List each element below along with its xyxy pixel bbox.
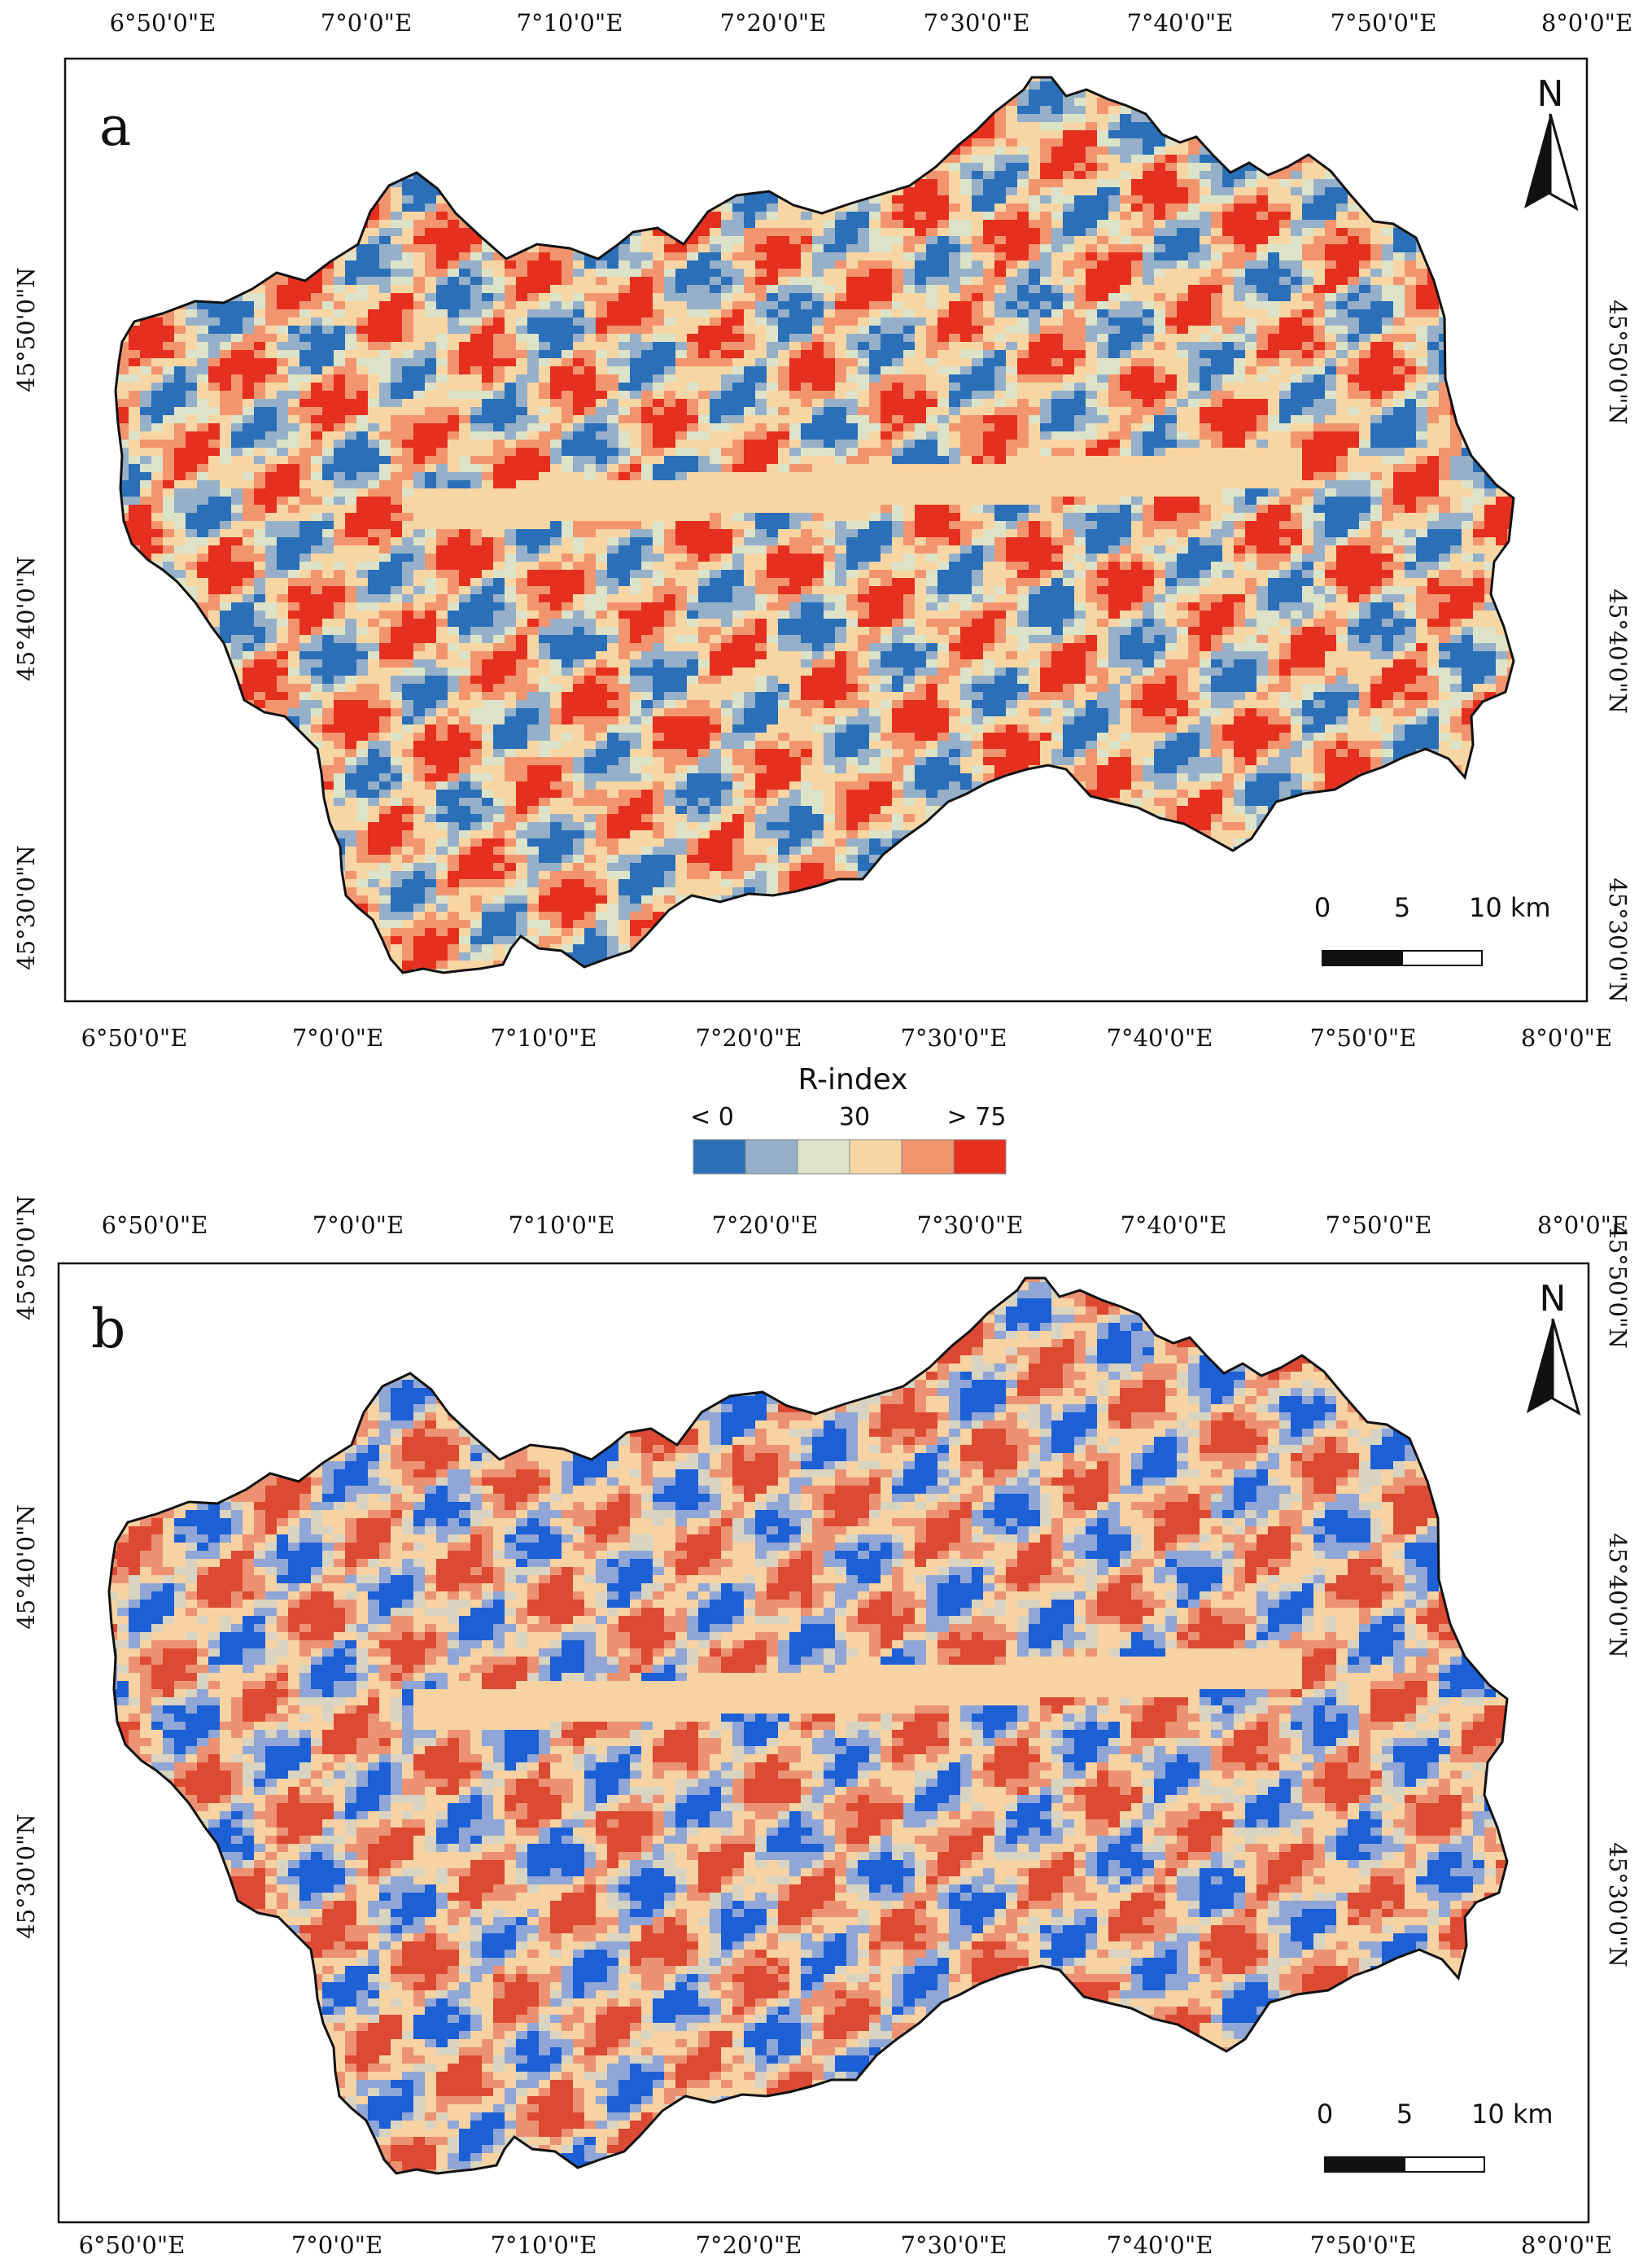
x-tick-label: 8°0'0"E [1521, 1024, 1612, 1052]
y-tick-label: 45°50'0"N [12, 267, 40, 392]
scale-label: 5 [1396, 2099, 1413, 2129]
x-tick-label: 7°40'0"E [1121, 1211, 1227, 1239]
scale-bar-icon [1324, 2156, 1405, 2173]
x-tick-label: 6°50'0"E [102, 1211, 208, 1239]
map-frame-a [63, 57, 1589, 1003]
panel-letter-a: a [99, 95, 131, 158]
right-axis-a: 45°50'0"N 45°40'0"N 45°30'0"N [1604, 300, 1632, 1002]
x-tick-label: 6°50'0"E [79, 2231, 186, 2259]
x-tick-label: 7°20'0"E [712, 1211, 819, 1239]
legend-swatch [953, 1139, 1007, 1175]
scale-bar: 0 5 10 km [1317, 2099, 1554, 2173]
y-tick-label: 45°50'0"N [1604, 1223, 1632, 1348]
left-axis-a: 45°50'0"N 45°40'0"N 45°30'0"N [12, 267, 40, 970]
region-boundary-a [114, 76, 1515, 974]
x-tick-label: 7°20'0"E [696, 1024, 802, 1052]
legend-swatch [693, 1139, 746, 1175]
panel-letter-b: b [91, 1298, 125, 1360]
legend: R-index < 0 30 > 75 [690, 1063, 1007, 1175]
x-tick-label: 7°10'0"E [491, 1024, 597, 1052]
region-boundary-b [107, 1276, 1509, 2175]
y-tick-label: 45°40'0"N [1604, 1533, 1632, 1657]
x-tick-label: 7°20'0"E [696, 2231, 802, 2259]
scale-bar-icon [1404, 2156, 1485, 2173]
x-tick-label: 8°0'0"E [1537, 1211, 1628, 1239]
scale-bar-icon [1322, 950, 1403, 966]
scale-bar-icon [1401, 950, 1483, 966]
legend-title: R-index [798, 1063, 907, 1096]
scale-label: 0 [1317, 2099, 1333, 2129]
legend-swatches [693, 1139, 1007, 1175]
x-tick-label: 7°40'0"E [1107, 1024, 1213, 1052]
x-tick-label: 6°50'0"E [81, 1024, 188, 1052]
legend-label-high: > 75 [947, 1103, 1007, 1132]
y-tick-label: 45°30'0"N [12, 1814, 40, 1938]
r-index-raster-a [114, 76, 1515, 974]
x-tick-label: 7°0'0"E [321, 9, 412, 37]
panel-b: 6°50'0"E 7°0'0"E 7°10'0"E 7°20'0"E 7°30'… [12, 1195, 1632, 2259]
scale-label: 0 [1314, 892, 1331, 923]
x-tick-label: 7°10'0"E [491, 2231, 597, 2259]
x-tick-label: 7°50'0"E [1310, 2231, 1417, 2259]
y-tick-label: 45°30'0"N [12, 845, 40, 970]
bottom-axis-b: 6°50'0"E 7°0'0"E 7°10'0"E 7°20'0"E 7°30'… [79, 2231, 1613, 2259]
top-axis-b: 6°50'0"E 7°0'0"E 7°10'0"E 7°20'0"E 7°30'… [102, 1211, 1629, 1239]
north-letter: N [1537, 73, 1564, 115]
right-axis-b: 45°50'0"N 45°40'0"N 45°30'0"N [1604, 1223, 1632, 1967]
north-letter: N [1540, 1278, 1567, 1320]
x-tick-label: 7°50'0"E [1326, 1211, 1432, 1239]
x-tick-label: 6°50'0"E [110, 9, 216, 37]
x-tick-label: 7°0'0"E [292, 1024, 383, 1052]
x-tick-label: 7°10'0"E [517, 9, 623, 37]
legend-swatch [849, 1139, 902, 1175]
y-tick-label: 45°40'0"N [1604, 589, 1632, 713]
legend-label-low: < 0 [690, 1103, 734, 1132]
x-tick-label: 8°0'0"E [1541, 9, 1632, 37]
x-tick-label: 7°10'0"E [509, 1211, 615, 1239]
y-tick-label: 45°40'0"N [12, 1504, 40, 1629]
y-tick-label: 45°40'0"N [12, 556, 40, 681]
x-tick-label: 7°0'0"E [312, 1211, 404, 1239]
legend-label-mid: 30 [839, 1103, 870, 1132]
x-tick-label: 7°40'0"E [1107, 2231, 1213, 2259]
x-tick-label: 7°40'0"E [1127, 9, 1234, 37]
north-arrow-icon: N [1527, 1278, 1581, 1416]
legend-swatch [901, 1139, 955, 1175]
left-axis-b: 45°50'0"N 45°40'0"N 45°30'0"N [12, 1195, 40, 1938]
y-tick-label: 45°30'0"N [1604, 1842, 1632, 1967]
top-axis-a: 6°50'0"E 7°0'0"E 7°10'0"E 7°20'0"E 7°30'… [110, 9, 1633, 37]
x-tick-label: 7°30'0"E [924, 9, 1030, 37]
panel-a: 6°50'0"E 7°0'0"E 7°10'0"E 7°20'0"E 7°30'… [12, 9, 1632, 1052]
x-tick-label: 8°0'0"E [1521, 2231, 1612, 2259]
legend-swatch [797, 1139, 850, 1175]
scale-bar: 0 5 10 km [1314, 892, 1551, 966]
x-tick-label: 7°20'0"E [720, 9, 827, 37]
r-index-raster-b [107, 1276, 1509, 2175]
map-frame-b [57, 1262, 1590, 2224]
bottom-axis-a: 6°50'0"E 7°0'0"E 7°10'0"E 7°20'0"E 7°30'… [81, 1024, 1613, 1052]
x-tick-label: 7°30'0"E [901, 2231, 1007, 2259]
scale-label: 10 km [1469, 892, 1551, 923]
x-tick-label: 7°50'0"E [1310, 1024, 1417, 1052]
scale-label: 10 km [1471, 2099, 1554, 2129]
x-tick-label: 7°30'0"E [901, 1024, 1007, 1052]
x-tick-label: 7°30'0"E [917, 1211, 1024, 1239]
y-tick-label: 45°30'0"N [1604, 878, 1632, 1002]
x-tick-label: 7°0'0"E [291, 2231, 382, 2259]
y-tick-label: 45°50'0"N [1604, 300, 1632, 424]
y-tick-label: 45°50'0"N [12, 1195, 40, 1320]
legend-swatch [745, 1139, 798, 1175]
north-arrow-icon: N [1524, 73, 1579, 212]
x-tick-label: 7°50'0"E [1331, 9, 1437, 37]
scale-label: 5 [1394, 892, 1410, 923]
